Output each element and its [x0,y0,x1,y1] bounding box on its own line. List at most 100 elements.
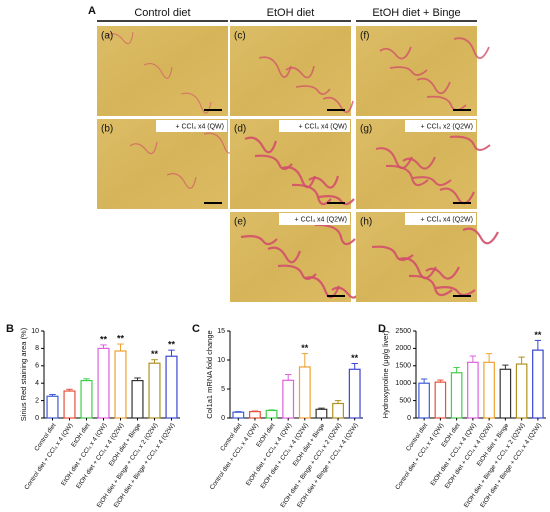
scale-bar [327,202,345,204]
image-caption: + CCl₄ x4 (Q2W) [421,216,473,223]
panel-label: A [88,5,96,17]
caption-box [156,120,227,132]
collagen-fiber [318,195,355,206]
caption-box [279,213,350,225]
bar [467,361,479,419]
image-label: (f) [360,31,369,42]
y-tick-label: 1500 [395,363,411,370]
histology-image [356,26,477,116]
bar [131,379,144,419]
scale-bar [327,109,345,111]
significance-mark: ** [351,353,359,363]
collagen-fiber [166,173,197,189]
error-bar [301,353,309,367]
y-tick-label: 10 [217,357,225,364]
y-tick-label: 0 [407,415,411,422]
collagen-fiber [439,187,475,205]
bar [499,368,512,419]
bar [46,395,59,419]
image-label: (g) [360,124,372,135]
error-bar [284,374,292,381]
significance-mark: ** [151,349,159,359]
y-axis-label: Col1a1 mRNA fold change [205,330,214,418]
caption-box [405,120,476,132]
error-bar [251,410,259,412]
caption-box [279,120,350,132]
histology-image [356,119,477,209]
collagen-fiber [389,66,428,76]
y-tick-label: 0 [221,415,225,422]
panel-label: C [192,323,200,335]
scale-bar [204,109,222,111]
collagen-fiber [291,183,332,206]
column-header: EtOH diet + Binge [372,7,460,19]
image-label: (a) [101,31,113,42]
collagen-fiber [143,63,173,79]
collagen-fiber [106,31,134,45]
bar [332,402,344,419]
image-caption: + CCl₄ x2 (Q2W) [421,123,473,130]
error-bar [168,349,175,357]
collagen-fiber [453,37,490,59]
bar [63,390,76,419]
error-bar [421,378,428,384]
y-tick-label: 2 [35,397,39,404]
y-tick-label: 6 [35,363,39,370]
histology-image [356,212,477,302]
bar [80,379,93,419]
bar [298,366,311,419]
collagen-fiber [371,245,414,262]
column-header: Control diet [134,7,190,19]
collagen-fiber [379,46,412,60]
error-bar [83,378,90,381]
collagen-fiber [295,85,331,95]
y-tick-label: 4 [35,380,39,387]
bar [265,409,278,419]
error-bar [351,362,358,370]
bar [315,408,328,419]
scale-bar [204,202,222,204]
histology-image [230,119,351,209]
significance-mark: ** [117,333,125,343]
scale-bar [453,109,471,111]
y-axis-label: Hydroxyproline (μg/g liver) [381,330,390,418]
bar [148,362,161,419]
bar [114,350,127,419]
scale-bar [453,202,471,204]
collagen-fiber [462,227,499,245]
y-tick-label: 8 [35,345,39,352]
histology-image [230,26,351,116]
error-bar [486,353,493,363]
error-bar [334,400,342,404]
significance-mark: ** [534,330,542,340]
histology-image [97,119,228,209]
column-header: EtOH diet [267,7,315,19]
scale-bar [327,295,345,297]
collagen-fiber [254,154,293,171]
collagen-fiber [385,164,429,187]
image-label: (b) [101,124,113,135]
collagen-fiber [240,235,278,246]
bar [282,379,295,419]
y-tick-label: 15 [217,328,225,335]
collagen-fiber [408,274,453,297]
y-tick-label: 2000 [395,345,411,352]
y-tick-label: 500 [399,397,411,404]
error-bar [502,364,509,370]
significance-mark: ** [100,334,108,344]
error-bar [235,411,242,413]
bar [532,349,544,419]
significance-mark: ** [301,343,309,353]
collagen-fiber [412,176,452,187]
error-bar [453,367,460,373]
y-tick-label: 0 [35,415,39,422]
caption-box [405,213,476,225]
bar [434,381,447,419]
image-label: (e) [234,217,246,228]
error-bar [49,394,56,397]
histology-image [97,26,228,116]
error-bar [268,409,275,411]
image-caption: + CCl₄ x4 (QW) [175,123,224,130]
collagen-fiber [277,264,317,281]
